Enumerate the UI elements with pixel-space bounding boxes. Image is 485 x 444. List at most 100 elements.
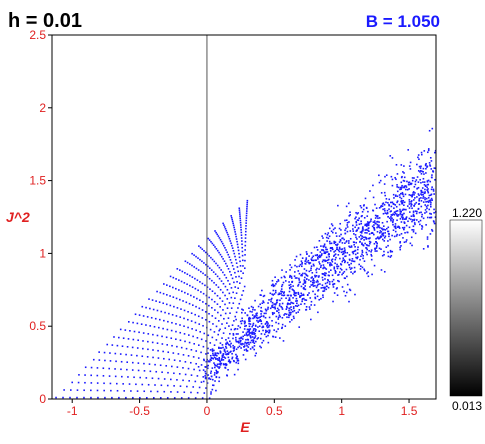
scatter-point <box>398 194 401 196</box>
scatter-point <box>267 306 269 309</box>
scatter-point <box>428 199 431 202</box>
curve-point <box>183 325 185 328</box>
curve-point <box>210 256 212 259</box>
scatter-point <box>227 356 230 359</box>
scatter-point <box>402 208 405 211</box>
scatter-point <box>419 171 421 173</box>
scatter-point <box>353 241 355 244</box>
scatter-point <box>292 315 295 318</box>
curve-point <box>227 233 229 236</box>
curve-point <box>225 345 227 348</box>
scatter-point <box>394 223 397 225</box>
curve-point <box>239 298 242 301</box>
curve-point <box>245 210 248 212</box>
curve-point <box>90 374 92 377</box>
curve-point <box>238 252 240 255</box>
scatter-point <box>225 338 227 341</box>
scatter-point <box>300 265 303 268</box>
scatter-point <box>360 238 362 240</box>
curve-point <box>129 330 131 332</box>
scatter-point <box>391 184 394 187</box>
scatter-point <box>396 195 399 198</box>
scatter-point <box>357 212 359 214</box>
scatter-point <box>332 255 335 257</box>
scatter-point <box>339 239 342 241</box>
scatter-point <box>389 238 391 241</box>
scatter-point <box>267 322 269 325</box>
scatter-point <box>404 193 407 196</box>
scatter-point <box>373 229 376 231</box>
scatter-point <box>288 299 291 302</box>
curve-point <box>126 368 128 371</box>
scatter-point <box>239 320 242 323</box>
scatter-point <box>262 300 264 302</box>
scatter-point <box>408 217 411 220</box>
curve-point <box>218 367 220 369</box>
scatter-point <box>424 204 427 206</box>
scatter-point <box>328 271 330 273</box>
scatter-point <box>243 343 245 345</box>
scatter-point <box>330 269 332 272</box>
scatter-point <box>264 316 267 319</box>
scatter-point <box>210 375 213 378</box>
scatter-point <box>433 193 435 195</box>
curve-point <box>226 231 228 234</box>
scatter-point <box>335 232 337 234</box>
scatter-point <box>414 180 417 183</box>
scatter-point <box>406 180 408 183</box>
curve-point <box>214 273 217 275</box>
curve-point <box>237 249 240 252</box>
curve-point <box>150 390 152 393</box>
scatter-point <box>231 356 234 359</box>
scatter-point <box>266 325 268 327</box>
scatter-point <box>376 226 378 229</box>
scatter-point <box>321 235 323 237</box>
curve-point <box>222 282 225 285</box>
curve-point <box>245 212 248 215</box>
curve-point <box>215 375 218 378</box>
scatter-point <box>332 283 334 286</box>
scatter-point <box>325 268 328 270</box>
curve-point <box>209 288 211 290</box>
curve-point <box>103 351 106 354</box>
scatter-point <box>323 252 326 255</box>
scatter-point <box>306 275 309 277</box>
scatter-point <box>431 230 434 232</box>
scatter-point <box>372 196 375 199</box>
scatter-point <box>296 265 298 268</box>
scatter-point <box>391 250 394 253</box>
scatter-point <box>286 306 288 309</box>
scatter-point <box>258 325 261 327</box>
scatter-point <box>322 267 324 270</box>
scatter-point <box>249 320 251 322</box>
scatter-point <box>331 280 334 283</box>
scatter-point <box>332 248 334 251</box>
scatter-point <box>360 222 363 225</box>
scatter-point <box>324 260 326 263</box>
scatter-point <box>363 260 366 262</box>
scatter-point <box>321 253 323 255</box>
scatter-point <box>428 208 431 211</box>
scatter-point <box>373 220 376 222</box>
curve-point <box>114 352 117 355</box>
curve-point <box>96 389 99 392</box>
scatter-point <box>311 256 314 259</box>
scatter-point <box>248 319 250 321</box>
scatter-point <box>381 205 384 208</box>
scatter-point <box>282 340 285 342</box>
scatter-point <box>300 295 302 297</box>
scatter-point <box>408 199 411 201</box>
curve-point <box>219 253 222 256</box>
curve-point <box>157 377 160 380</box>
scatter-point <box>293 309 296 312</box>
scatter-point <box>393 207 395 210</box>
scatter-point <box>332 278 335 281</box>
curve-point <box>156 290 158 293</box>
scatter-point <box>427 246 429 248</box>
curve-point <box>233 281 235 284</box>
scatter-point <box>217 359 219 361</box>
curve-point <box>200 291 202 293</box>
scatter-point <box>265 309 268 312</box>
scatter-point <box>310 280 312 283</box>
scatter-point <box>347 242 350 244</box>
